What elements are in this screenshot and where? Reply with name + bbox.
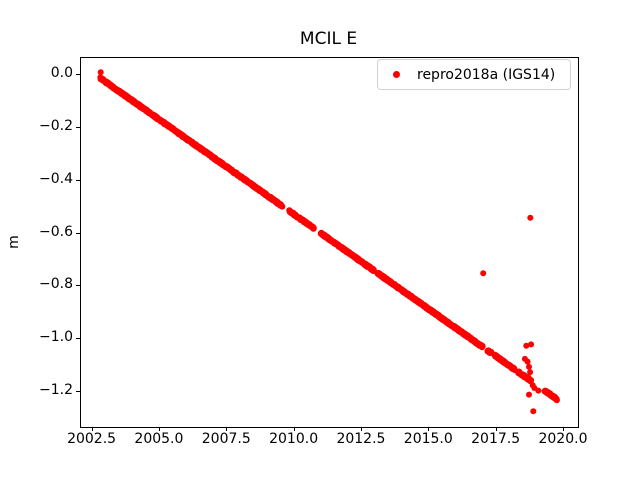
y-tick-label: −1.0: [39, 329, 73, 346]
y-tick-label: −0.4: [39, 170, 73, 187]
scatter-points: [97, 69, 560, 415]
y-tick-mark: [76, 127, 80, 129]
x-tick-mark: [562, 427, 564, 431]
y-tick-label: −0.6: [39, 223, 73, 240]
x-tick-mark: [91, 427, 93, 431]
x-tick-mark: [360, 427, 362, 431]
y-tick-mark: [76, 390, 80, 392]
x-tick-label: 2005.0: [134, 431, 184, 447]
legend-label: repro2018a (IGS14): [417, 66, 556, 83]
y-tick-label: −0.2: [39, 118, 73, 135]
y-tick-mark: [76, 74, 80, 76]
plot-title: MCIL E: [299, 29, 358, 49]
x-tick-label: 2002.5: [67, 431, 117, 447]
y-tick-mark: [76, 179, 80, 181]
x-tick-label: 2017.5: [471, 431, 521, 447]
y-tick-mark: [76, 338, 80, 340]
y-tick-label: 0.0: [50, 65, 73, 82]
legend: repro2018a (IGS14): [377, 59, 571, 90]
x-tick-mark: [226, 427, 228, 431]
plot-area: [80, 57, 579, 428]
x-tick-label: 2020.0: [538, 431, 588, 447]
x-tick-label: 2012.5: [336, 431, 386, 447]
x-tick-label: 2010.0: [269, 431, 319, 447]
x-tick-mark: [158, 427, 160, 431]
y-tick-label: −1.2: [39, 381, 73, 398]
legend-red-dot-icon: [393, 71, 400, 78]
y-tick-label: −0.8: [39, 276, 73, 293]
x-tick-mark: [293, 427, 295, 431]
y-tick-mark: [76, 285, 80, 287]
x-tick-mark: [495, 427, 497, 431]
y-tick-mark: [76, 232, 80, 234]
x-tick-label: 2015.0: [403, 431, 453, 447]
x-tick-mark: [428, 427, 430, 431]
x-tick-label: 2007.5: [201, 431, 251, 447]
